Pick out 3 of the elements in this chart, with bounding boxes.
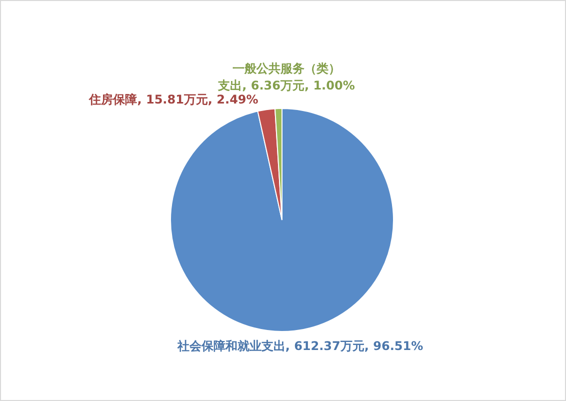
slice-label: 住房保障, 15.81万元, 2.49% xyxy=(88,92,258,107)
slice-label: 一般公共服务（类）支出, 6.36万元, 1.00% xyxy=(217,62,355,93)
slice-label: 社会保障和就业支出, 612.37万元, 96.51% xyxy=(176,338,424,353)
